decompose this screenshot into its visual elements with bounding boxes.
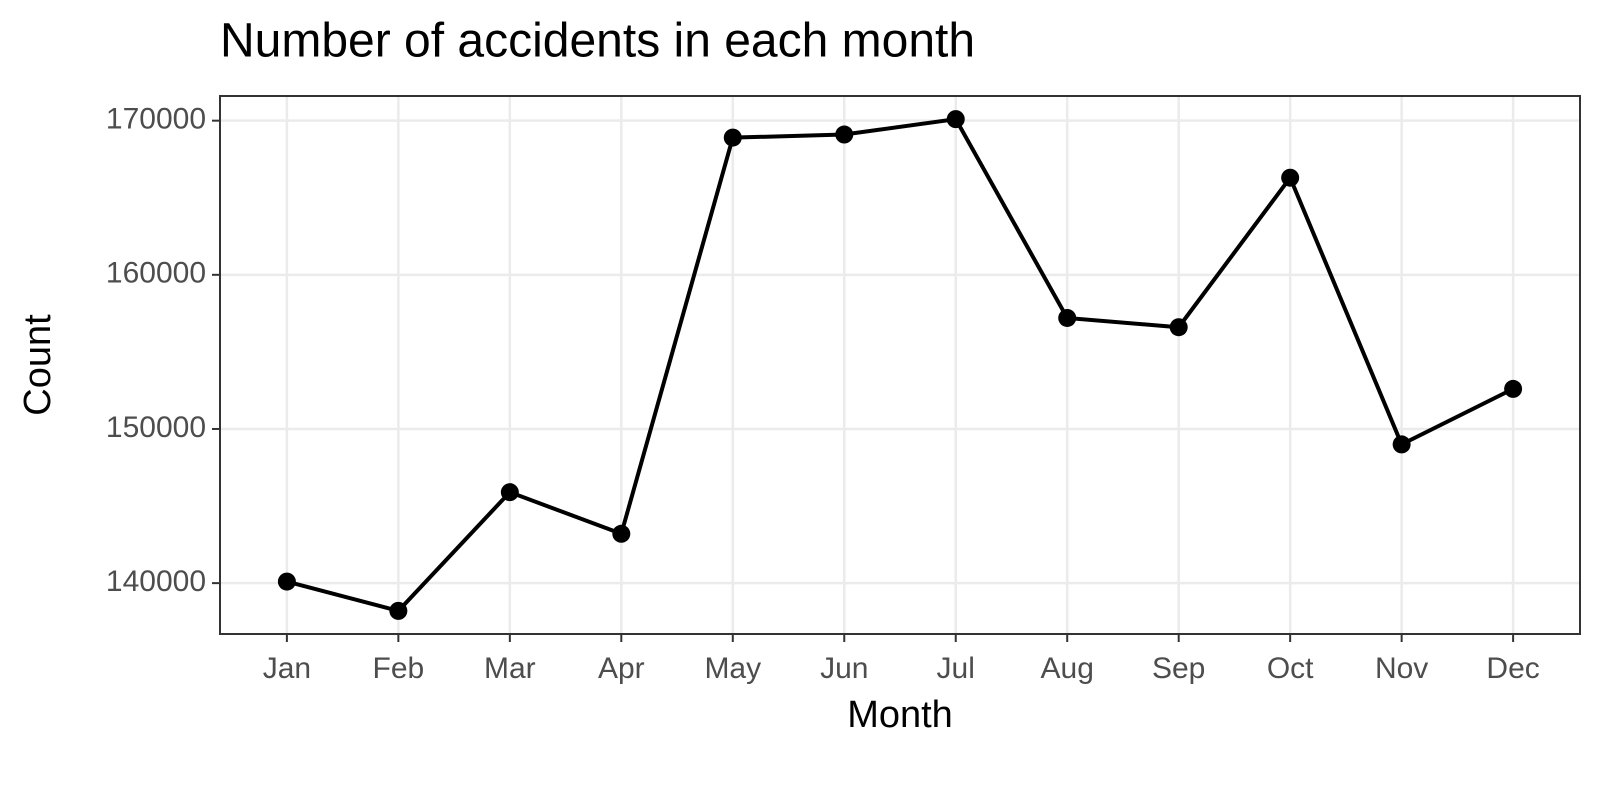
y-tick-label: 170000 — [106, 103, 206, 136]
x-axis-label: Month — [847, 694, 953, 736]
y-tick-label: 140000 — [106, 565, 206, 598]
y-axis-label: Count — [17, 314, 59, 416]
x-tick-label: Dec — [1486, 652, 1539, 685]
x-tick-label: Oct — [1267, 652, 1314, 685]
chart-title: Number of accidents in each month — [220, 15, 975, 68]
x-tick-label: Mar — [484, 652, 536, 685]
point — [1058, 308, 1077, 327]
x-tick-label: Nov — [1375, 652, 1428, 685]
plot-border — [219, 95, 1581, 635]
point — [277, 572, 296, 591]
point — [1392, 435, 1411, 454]
x-tick-label: Jun — [820, 652, 868, 685]
x-tick-label: May — [704, 652, 761, 685]
x-tick-label: Jul — [937, 652, 975, 685]
y-tick-label: 160000 — [106, 257, 206, 290]
x-tick-label: Apr — [598, 652, 645, 685]
point — [1504, 379, 1523, 398]
point — [389, 601, 408, 620]
point — [835, 125, 854, 144]
point — [946, 110, 965, 129]
point — [612, 524, 631, 543]
x-tick-label: Sep — [1152, 652, 1205, 685]
point — [723, 128, 742, 147]
line — [286, 116, 1515, 614]
x-tick-label: Feb — [373, 652, 425, 685]
x-tick-label: Aug — [1041, 652, 1094, 685]
point — [1169, 318, 1188, 337]
y-tick-label: 150000 — [106, 411, 206, 444]
x-tick-label: Jan — [263, 652, 311, 685]
point — [1281, 168, 1300, 187]
point — [500, 483, 519, 502]
